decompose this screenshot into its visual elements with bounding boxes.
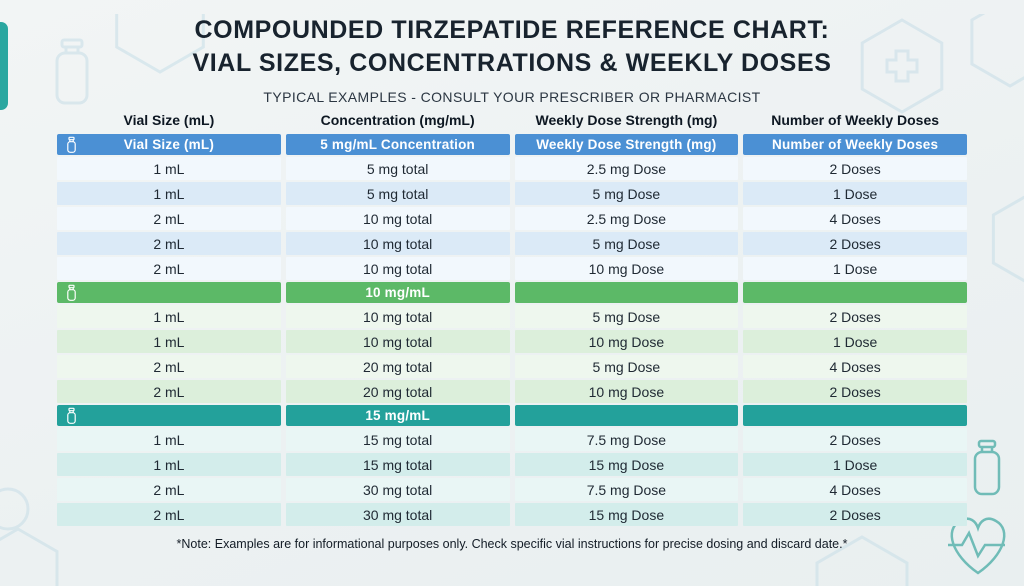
cell-concentration: 30 mg total	[285, 503, 510, 526]
cell-vial-size: 1 mL	[57, 428, 281, 451]
section-header-cell: Vial Size (mL)	[57, 134, 281, 155]
cell-dose-strength: 5 mg Dose	[514, 355, 739, 378]
cell-concentration: 10 mg total	[285, 232, 510, 255]
cell-vial-size: 1 mL	[57, 182, 281, 205]
cell-dose-strength: 2.5 mg Dose	[514, 207, 739, 230]
vial-icon	[66, 136, 77, 153]
cell-weekly-doses: 2 Doses	[743, 503, 967, 526]
table-row: 2 mL 30 mg total 15 mg Dose 2 Doses	[57, 503, 967, 526]
page-title-line1: COMPOUNDED TIRZEPATIDE REFERENCE CHART:	[194, 16, 830, 44]
cell-concentration: 10 mg total	[285, 330, 510, 353]
table-row: 2 mL 30 mg total 7.5 mg Dose 4 Doses	[57, 478, 967, 501]
section-header-cell	[743, 405, 967, 426]
cell-dose-strength: 7.5 mg Dose	[514, 478, 739, 501]
cell-dose-strength: 10 mg Dose	[514, 257, 739, 280]
cell-vial-size: 1 mL	[57, 157, 281, 180]
section-header-cell: 10 mg/mL	[285, 282, 510, 303]
cell-dose-strength: 15 mg Dose	[514, 453, 739, 476]
cell-concentration: 5 mg total	[285, 182, 510, 205]
table-row: 2 mL 10 mg total 10 mg Dose 1 Dose	[57, 257, 967, 280]
cell-vial-size: 2 mL	[57, 380, 281, 403]
cell-weekly-doses: 4 Doses	[743, 478, 967, 501]
section-header-row-10mgml: 10 mg/mL	[57, 282, 967, 303]
cell-weekly-doses: 2 Doses	[743, 232, 967, 255]
cell-dose-strength: 5 mg Dose	[514, 305, 739, 328]
cell-weekly-doses: 1 Dose	[743, 330, 967, 353]
section-header-row-15mgml: 15 mg/mL	[57, 405, 967, 426]
table-row: 2 mL 10 mg total 5 mg Dose 2 Doses	[57, 232, 967, 255]
cell-weekly-doses: 2 Doses	[743, 428, 967, 451]
cell-weekly-doses: 2 Doses	[743, 380, 967, 403]
cell-vial-size: 2 mL	[57, 232, 281, 255]
cell-weekly-doses: 4 Doses	[743, 207, 967, 230]
cell-vial-size: 2 mL	[57, 355, 281, 378]
table-row: 1 mL 15 mg total 7.5 mg Dose 2 Doses	[57, 428, 967, 451]
cell-weekly-doses: 1 Dose	[743, 453, 967, 476]
section-header-cell: 5 mg/mL Concentration	[285, 134, 510, 155]
cell-dose-strength: 10 mg Dose	[514, 330, 739, 353]
section-header-cell	[57, 282, 281, 303]
cell-concentration: 15 mg total	[285, 453, 510, 476]
cell-dose-strength: 7.5 mg Dose	[514, 428, 739, 451]
cell-vial-size: 1 mL	[57, 305, 281, 328]
cell-vial-size: 1 mL	[57, 330, 281, 353]
page-title: COMPOUNDED TIRZEPATIDE REFERENCE CHART: …	[0, 14, 1024, 80]
cell-concentration: 20 mg total	[285, 355, 510, 378]
column-header-weekly-doses: Number of Weekly Doses	[771, 112, 940, 128]
table-row: 1 mL 15 mg total 15 mg Dose 1 Dose	[57, 453, 967, 476]
footnote: *Note: Examples are for informational pu…	[176, 537, 848, 551]
column-header-row: Vial Size (mL) Concentration (mg/mL) Wee…	[57, 109, 967, 132]
cell-vial-size: 1 mL	[57, 453, 281, 476]
table-row: 1 mL 10 mg total 10 mg Dose 1 Dose	[57, 330, 967, 353]
page-subtitle: TYPICAL EXAMPLES - CONSULT YOUR PRESCRIB…	[263, 89, 761, 105]
section-header-cell	[743, 282, 967, 303]
table-row: 2 mL 10 mg total 2.5 mg Dose 4 Doses	[57, 207, 967, 230]
cell-concentration: 10 mg total	[285, 257, 510, 280]
section-header-cell: Weekly Dose Strength (mg)	[514, 134, 739, 155]
section-header-label: Vial Size (mL)	[123, 137, 215, 152]
cell-dose-strength: 5 mg Dose	[514, 182, 739, 205]
cell-concentration: 15 mg total	[285, 428, 510, 451]
cell-dose-strength: 10 mg Dose	[514, 380, 739, 403]
table-row: 2 mL 20 mg total 10 mg Dose 2 Doses	[57, 380, 967, 403]
section-header-cell: 15 mg/mL	[285, 405, 510, 426]
cell-concentration: 10 mg total	[285, 305, 510, 328]
cell-concentration: 30 mg total	[285, 478, 510, 501]
cell-weekly-doses: 4 Doses	[743, 355, 967, 378]
section-header-cell	[514, 282, 739, 303]
cell-dose-strength: 2.5 mg Dose	[514, 157, 739, 180]
column-header-concentration: Concentration (mg/mL)	[320, 112, 475, 128]
section-header-cell	[57, 405, 281, 426]
table-row: 2 mL 20 mg total 5 mg Dose 4 Doses	[57, 355, 967, 378]
cell-dose-strength: 15 mg Dose	[514, 503, 739, 526]
cell-weekly-doses: 1 Dose	[743, 257, 967, 280]
table-row: 1 mL 5 mg total 5 mg Dose 1 Dose	[57, 182, 967, 205]
cell-vial-size: 2 mL	[57, 503, 281, 526]
cell-concentration: 5 mg total	[285, 157, 510, 180]
table-row: 1 mL 5 mg total 2.5 mg Dose 2 Doses	[57, 157, 967, 180]
column-header-vial-size: Vial Size (mL)	[123, 112, 215, 128]
section-header-row-5mgml: Vial Size (mL) 5 mg/mL Concentration Wee…	[57, 134, 967, 155]
cell-concentration: 20 mg total	[285, 380, 510, 403]
cell-concentration: 10 mg total	[285, 207, 510, 230]
vial-icon	[66, 407, 77, 424]
cell-vial-size: 2 mL	[57, 478, 281, 501]
cell-weekly-doses: 2 Doses	[743, 305, 967, 328]
cell-vial-size: 2 mL	[57, 207, 281, 230]
page-title-line2: VIAL SIZES, CONCENTRATIONS & WEEKLY DOSE…	[192, 49, 832, 77]
reference-table: Vial Size (mL) Concentration (mg/mL) Wee…	[52, 107, 972, 528]
cell-weekly-doses: 2 Doses	[743, 157, 967, 180]
cell-weekly-doses: 1 Dose	[743, 182, 967, 205]
vial-icon	[66, 284, 77, 301]
cell-vial-size: 2 mL	[57, 257, 281, 280]
column-header-dose-strength: Weekly Dose Strength (mg)	[535, 112, 718, 128]
section-header-cell: Number of Weekly Doses	[743, 134, 967, 155]
section-header-cell	[514, 405, 739, 426]
table-row: 1 mL 10 mg total 5 mg Dose 2 Doses	[57, 305, 967, 328]
cell-dose-strength: 5 mg Dose	[514, 232, 739, 255]
